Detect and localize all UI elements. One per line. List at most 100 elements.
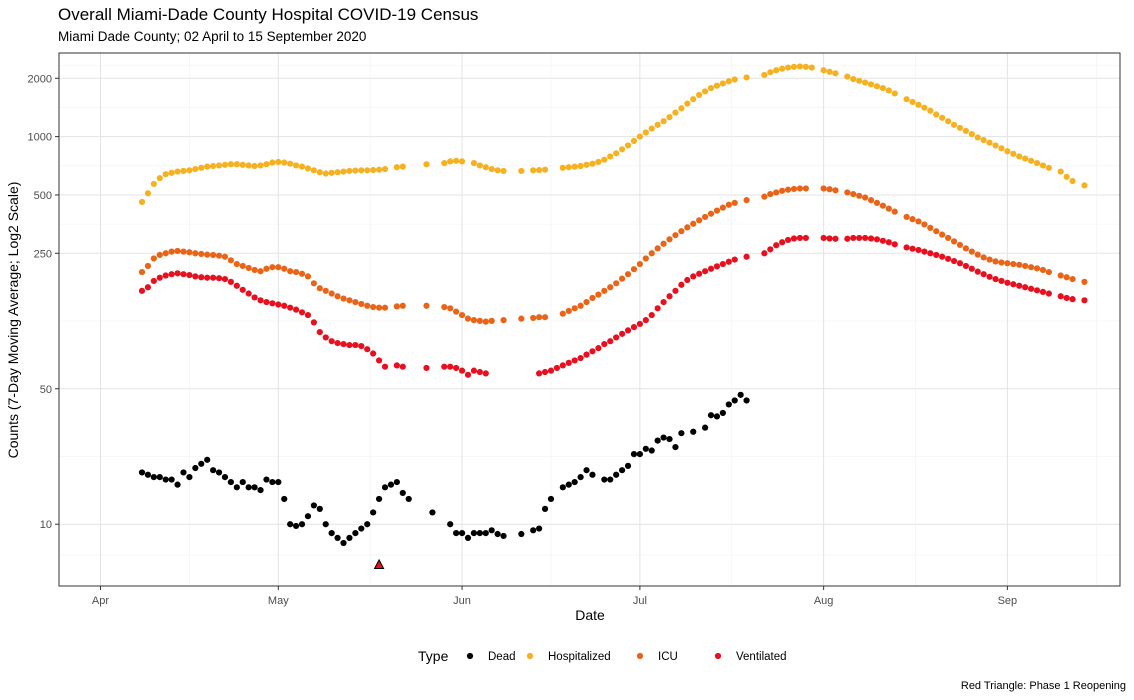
data-point: [601, 287, 608, 294]
data-point: [613, 150, 620, 157]
data-point: [784, 186, 792, 193]
data-point: [873, 199, 881, 206]
data-point: [1022, 262, 1029, 270]
data-point: [375, 495, 383, 503]
data-point: [245, 264, 252, 272]
x-tick-label: Aug: [814, 595, 834, 607]
data-point: [364, 346, 371, 353]
data-point: [168, 169, 175, 176]
data-point: [210, 467, 217, 474]
data-point: [287, 160, 294, 167]
grid-lines: [59, 53, 1120, 586]
data-point: [453, 157, 460, 164]
data-point: [281, 495, 288, 503]
legend-label-hospitalized: Hospitalized: [548, 651, 611, 663]
data-point: [565, 359, 572, 366]
data-point: [393, 478, 400, 486]
data-point: [915, 246, 922, 254]
data-point: [613, 334, 620, 341]
data-point: [559, 310, 566, 317]
data-point: [328, 169, 335, 176]
data-point: [648, 125, 655, 132]
data-point: [1016, 261, 1023, 268]
data-point: [180, 167, 187, 175]
data-point: [399, 489, 406, 497]
data-point: [488, 527, 495, 534]
data-point: [690, 220, 697, 227]
data-point: [453, 308, 460, 315]
data-point: [607, 153, 614, 160]
data-point: [553, 364, 560, 372]
series-hospitalized: [138, 63, 1088, 206]
data-point: [1081, 297, 1088, 304]
data-point: [589, 160, 596, 167]
data-point: [636, 133, 643, 140]
data-point: [577, 474, 584, 481]
data-point: [1027, 285, 1035, 292]
data-point: [292, 162, 300, 169]
data-point: [974, 268, 981, 275]
data-point: [701, 213, 709, 221]
data-point: [879, 237, 887, 244]
data-point: [156, 175, 163, 182]
data-point: [447, 521, 454, 528]
data-point: [956, 124, 964, 131]
data-point: [660, 298, 667, 306]
data-point: [624, 271, 632, 278]
data-point: [867, 197, 875, 204]
data-point: [263, 298, 270, 306]
data-point: [375, 166, 383, 173]
data-point: [322, 521, 329, 528]
data-point: [1016, 153, 1023, 160]
data-point: [820, 67, 827, 74]
data-point: [761, 71, 768, 79]
data-point: [713, 207, 721, 214]
data-point: [547, 367, 555, 374]
data-point: [690, 96, 697, 103]
data-point: [150, 255, 157, 262]
data-point: [453, 529, 460, 537]
data-point: [725, 258, 732, 265]
data-point: [690, 428, 697, 435]
data-point: [672, 109, 679, 116]
data-point: [174, 168, 181, 175]
data-point: [263, 161, 270, 168]
data-point: [684, 224, 691, 231]
data-point: [263, 265, 270, 272]
data-point: [168, 271, 175, 278]
data-point: [796, 234, 804, 242]
data-point: [980, 254, 987, 261]
data-point: [862, 234, 869, 242]
data-point: [808, 64, 815, 71]
data-point: [1045, 290, 1052, 297]
data-point: [370, 166, 377, 174]
data-point: [364, 167, 371, 174]
data-point: [287, 521, 294, 528]
data-point: [381, 363, 389, 370]
data-point: [1004, 260, 1011, 267]
data-point: [619, 275, 626, 282]
data-point: [186, 474, 193, 481]
data-point: [701, 268, 709, 275]
data-point: [375, 357, 383, 364]
data-point: [619, 467, 626, 474]
data-point: [298, 521, 306, 528]
data-point: [405, 495, 412, 503]
data-point: [992, 275, 999, 283]
data-point: [488, 317, 495, 324]
data-point: [204, 251, 211, 258]
data-point: [613, 471, 620, 478]
y-tick-label: 10: [40, 519, 52, 531]
data-point: [784, 64, 792, 71]
data-point: [731, 256, 738, 263]
data-point: [790, 235, 798, 242]
data-point: [138, 268, 146, 276]
data-point: [204, 274, 211, 281]
data-point: [304, 513, 312, 520]
data-point: [287, 304, 294, 311]
data-point: [559, 484, 566, 491]
data-point: [743, 397, 750, 404]
data-point: [678, 430, 685, 437]
data-point: [346, 534, 353, 542]
data-point: [684, 276, 691, 284]
